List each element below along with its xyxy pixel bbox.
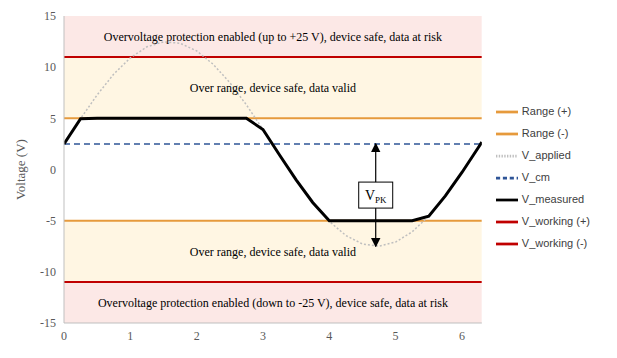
svg-text:15: 15 bbox=[44, 9, 56, 23]
svg-text:Over range, device safe, data: Over range, device safe, data valid bbox=[190, 245, 356, 259]
svg-text:5: 5 bbox=[50, 112, 56, 126]
svg-text:3: 3 bbox=[260, 329, 266, 343]
svg-text:1: 1 bbox=[127, 329, 133, 343]
html-text:V_measured: V_measured bbox=[521, 193, 585, 205]
svg-text:Over range, device safe, data: Over range, device safe, data valid bbox=[190, 81, 356, 95]
svg-text:Voltage (V): Voltage (V) bbox=[13, 139, 28, 200]
svg-text:4: 4 bbox=[326, 329, 332, 343]
svg-text:5: 5 bbox=[393, 329, 399, 343]
html-text:Range (+): Range (+) bbox=[521, 104, 572, 117]
html-text:V_cm: V_cm bbox=[521, 171, 550, 183]
svg-text:10: 10 bbox=[44, 60, 56, 74]
html-text:V_working (+): V_working (+) bbox=[521, 215, 590, 228]
html-text:V_working (-): V_working (-) bbox=[521, 237, 588, 250]
svg-text:Overvoltage protection enabled: Overvoltage protection enabled (up to +2… bbox=[104, 30, 442, 44]
svg-text:2: 2 bbox=[194, 329, 200, 343]
svg-text:Overvoltage protection enabled: Overvoltage protection enabled (down to … bbox=[98, 296, 448, 310]
svg-text:-15: -15 bbox=[40, 316, 56, 330]
svg-text:-5: -5 bbox=[46, 214, 56, 228]
svg-text:0: 0 bbox=[50, 163, 56, 177]
svg-text:VPK: VPK bbox=[365, 188, 387, 205]
svg-text:6: 6 bbox=[459, 329, 465, 343]
html-text:Range (-): Range (-) bbox=[521, 126, 569, 139]
html-text:V_applied: V_applied bbox=[521, 148, 571, 161]
svg-text:0: 0 bbox=[61, 329, 67, 343]
svg-text:-10: -10 bbox=[40, 265, 56, 279]
